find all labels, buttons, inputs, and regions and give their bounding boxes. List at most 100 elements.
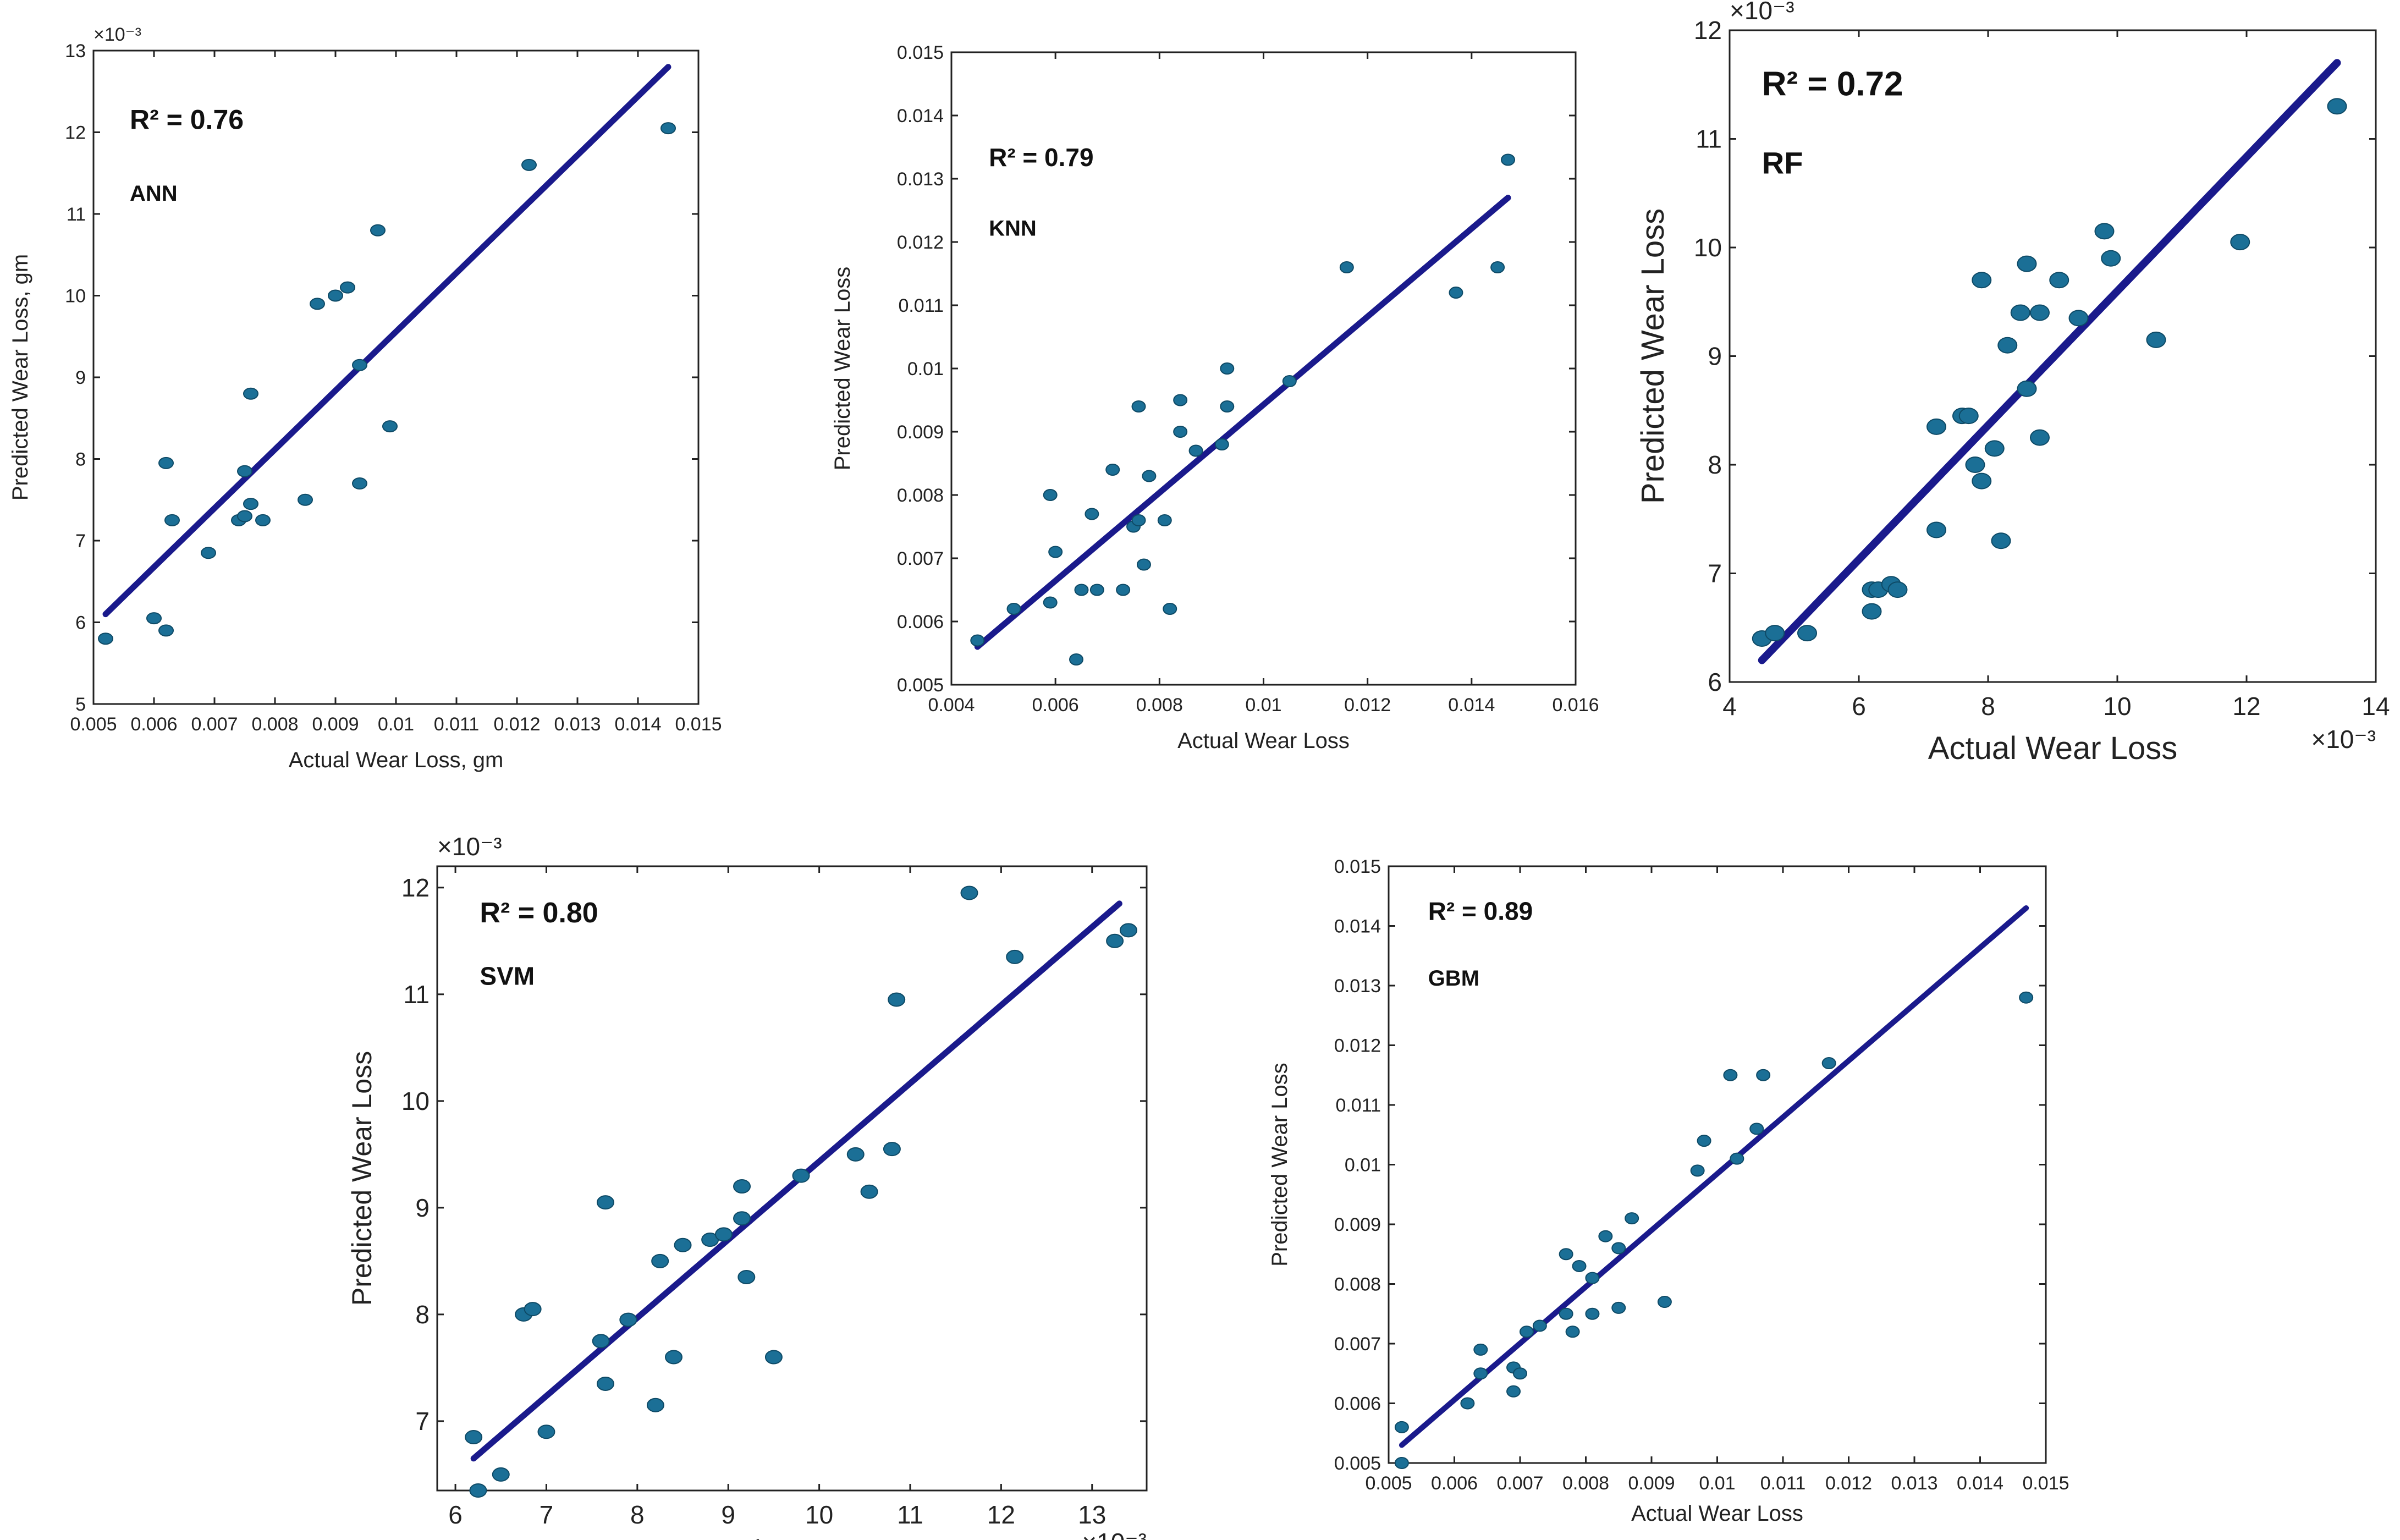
data-point xyxy=(1460,1397,1475,1410)
x-tick-label: 0.006 xyxy=(130,714,177,735)
y-tick-label: 11 xyxy=(403,980,430,1009)
x-axis-label: Actual Wear Loss xyxy=(1928,730,2177,766)
data-point xyxy=(665,1350,682,1365)
data-point xyxy=(733,1179,751,1194)
y-tick-label: 8 xyxy=(1708,450,1722,479)
data-point xyxy=(960,886,978,900)
data-point xyxy=(1006,949,1024,964)
x-tick-label: 7 xyxy=(540,1500,554,1529)
data-point xyxy=(1282,375,1297,387)
data-point xyxy=(1473,1367,1488,1380)
x-tick-label: 0.011 xyxy=(434,714,480,735)
x-tick-label: 0.005 xyxy=(70,714,117,735)
data-point xyxy=(619,1312,637,1327)
y-tick-label: 5 xyxy=(75,694,86,715)
y-tick-label: 0.007 xyxy=(1334,1334,1381,1355)
data-point xyxy=(1565,1326,1580,1338)
y-tick-label: 0.012 xyxy=(897,232,944,253)
data-point xyxy=(1006,603,1021,615)
y-axis-label: Predicted Wear Loss xyxy=(1268,1063,1292,1267)
data-point xyxy=(1188,444,1203,457)
data-point xyxy=(1048,546,1063,558)
data-point xyxy=(860,1184,878,1199)
x-tick-label: 0.007 xyxy=(191,714,238,735)
data-point xyxy=(1585,1307,1600,1320)
data-point xyxy=(651,1253,669,1268)
data-point xyxy=(1821,1057,1836,1070)
x-axis-label: Actual Wear Loss xyxy=(1631,1502,1803,1526)
data-point xyxy=(2017,380,2037,397)
data-point xyxy=(970,634,985,647)
data-point xyxy=(1690,1164,1705,1177)
regression-line xyxy=(470,900,1122,1462)
x-tick-label: 0.014 xyxy=(1448,695,1495,716)
y-tick-label: 0.005 xyxy=(897,675,944,696)
data-point xyxy=(1105,464,1120,476)
data-point xyxy=(1106,933,1124,948)
data-point xyxy=(2030,429,2050,446)
y-tick-label: 12 xyxy=(1694,16,1722,45)
y-tick-label: 11 xyxy=(67,204,86,225)
y-tick-label: 0.015 xyxy=(897,42,944,63)
data-point xyxy=(1131,514,1146,526)
data-point xyxy=(352,359,367,371)
x-tick-label: 0.012 xyxy=(1344,695,1391,716)
data-point xyxy=(1136,558,1151,571)
x-tick-label: 6 xyxy=(448,1500,463,1529)
y-tick-label: 0.008 xyxy=(1334,1274,1381,1295)
x-tick-label: 0.008 xyxy=(1136,695,1183,716)
y-tick-label: 7 xyxy=(75,531,86,552)
y-tick-label: 6 xyxy=(75,612,86,633)
data-point xyxy=(2146,331,2166,348)
data-point xyxy=(2068,310,2089,327)
y-tick-label: 0.011 xyxy=(1335,1095,1381,1116)
x-tick-label: 0.006 xyxy=(1431,1473,1478,1494)
data-point xyxy=(1984,440,2005,457)
data-point xyxy=(1559,1248,1573,1261)
data-point xyxy=(733,1211,751,1226)
data-point xyxy=(674,1238,692,1252)
data-point xyxy=(2030,304,2050,321)
y-tick-label: 6 xyxy=(1708,668,1722,696)
data-point xyxy=(1163,603,1177,615)
y-tick-label: 7 xyxy=(415,1407,430,1436)
y-tick-label: 0.013 xyxy=(1334,976,1381,997)
x-tick-label: 0.013 xyxy=(554,714,601,735)
data-point xyxy=(1625,1212,1639,1225)
y-multiplier-label: ×10⁻³ xyxy=(1730,0,1795,25)
data-point xyxy=(1116,584,1131,596)
y-tick-label: 0.009 xyxy=(897,422,944,443)
data-point xyxy=(2101,250,2121,267)
data-point xyxy=(1085,508,1099,520)
x-tick-label: 9 xyxy=(721,1500,735,1529)
y-axis-label: Predicted Wear Loss xyxy=(1635,208,1671,504)
x-tick-label: 0.015 xyxy=(2022,1473,2069,1494)
data-point xyxy=(2017,255,2037,272)
data-point xyxy=(1501,153,1516,166)
x-tick-label: 6 xyxy=(1852,692,1866,721)
y-tick-label: 9 xyxy=(75,367,86,388)
y-tick-label: 8 xyxy=(415,1300,430,1329)
data-point xyxy=(1862,603,1882,620)
y-tick-label: 0.011 xyxy=(898,295,944,316)
data-point xyxy=(524,1302,542,1317)
data-point xyxy=(1572,1260,1587,1272)
data-point xyxy=(201,547,216,559)
data-point xyxy=(1972,272,1992,289)
data-point xyxy=(2010,304,2030,321)
data-point xyxy=(370,224,386,237)
y-tick-label: 0.006 xyxy=(897,612,944,632)
data-point xyxy=(883,1142,901,1157)
regression-line xyxy=(974,195,1511,650)
y-tick-label: 0.008 xyxy=(897,485,944,506)
y-tick-label: 9 xyxy=(1708,342,1722,371)
y-tick-label: 10 xyxy=(401,1087,430,1115)
data-point xyxy=(237,510,252,522)
data-point xyxy=(737,1269,756,1284)
y-tick-label: 0.015 xyxy=(1334,856,1381,877)
data-point xyxy=(1887,581,1908,598)
data-point xyxy=(1972,472,1992,490)
